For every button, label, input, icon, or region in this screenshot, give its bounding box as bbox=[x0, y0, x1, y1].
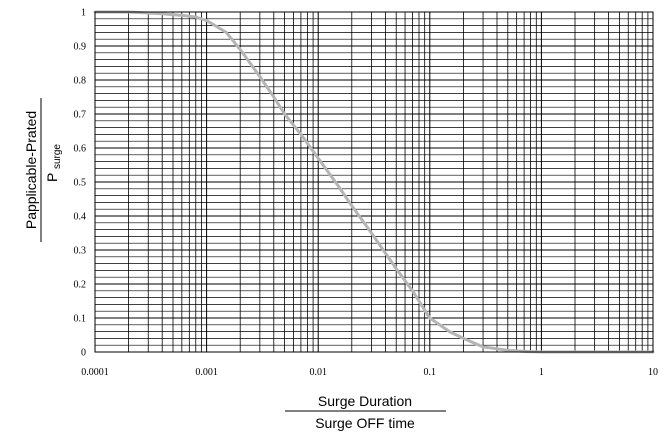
x-tick-label: 0.01 bbox=[309, 367, 327, 378]
y-tick-label: 0.8 bbox=[74, 76, 87, 87]
x-tick-label: 1 bbox=[539, 367, 544, 378]
x-tick-label: 0.1 bbox=[424, 367, 437, 378]
y-label-denominator-main: P bbox=[44, 173, 60, 182]
y-tick-label: 0 bbox=[81, 348, 86, 359]
y-tick-label: 0.5 bbox=[74, 178, 87, 189]
y-label-denominator: P surge bbox=[44, 144, 63, 182]
series-layer bbox=[93, 10, 655, 354]
x-tick-label: 0.0001 bbox=[81, 367, 109, 378]
y-axis-label: Papplicable-Prated P surge bbox=[23, 98, 63, 242]
x-tick-label: 10 bbox=[648, 367, 658, 378]
x-tick-label: 0.001 bbox=[195, 367, 218, 378]
y-tick-labels: 0 0.1 0.2 0.3 0.4 0.5 0.6 0.7 0.8 0.9 1 bbox=[74, 8, 87, 359]
series-line bbox=[93, 10, 655, 354]
y-tick-label: 0.2 bbox=[74, 280, 87, 291]
y-tick-label: 0.7 bbox=[74, 110, 87, 121]
x-axis-label: Surge Duration Surge OFF time bbox=[285, 393, 446, 431]
y-tick-label: 0.9 bbox=[74, 42, 87, 53]
y-tick-label: 0.4 bbox=[74, 212, 87, 223]
plot-frame bbox=[94, 11, 654, 353]
y-tick-label: 0.3 bbox=[74, 246, 87, 257]
x-label-numerator: Surge Duration bbox=[318, 393, 412, 409]
y-tick-label: 1 bbox=[81, 8, 86, 19]
grid bbox=[94, 11, 653, 353]
x-tick-labels: 0.0001 0.001 0.01 0.1 1 10 bbox=[81, 367, 658, 378]
y-tick-label: 0.1 bbox=[74, 314, 87, 325]
y-tick-label: 0.6 bbox=[74, 144, 87, 155]
y-label-numerator: Papplicable-Prated bbox=[23, 111, 39, 229]
x-label-denominator: Surge OFF time bbox=[315, 415, 415, 431]
y-label-denominator-sub: surge bbox=[52, 144, 63, 169]
